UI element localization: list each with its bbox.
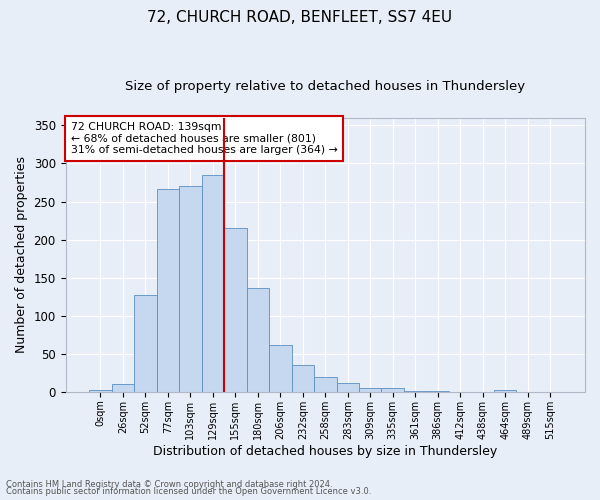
Bar (404, 391, 427, 392)
Bar (224, 228, 247, 392)
Bar (292, 364, 314, 392)
Bar (427, 391, 449, 392)
Text: Contains HM Land Registry data © Crown copyright and database right 2024.: Contains HM Land Registry data © Crown c… (6, 480, 332, 489)
Bar (179, 186, 202, 392)
Text: 72 CHURCH ROAD: 139sqm
← 68% of detached houses are smaller (801)
31% of semi-de: 72 CHURCH ROAD: 139sqm ← 68% of detached… (71, 122, 337, 155)
Y-axis label: Number of detached properties: Number of detached properties (15, 156, 28, 354)
Bar (337, 383, 359, 392)
Bar (314, 376, 337, 392)
Text: 72, CHURCH ROAD, BENFLEET, SS7 4EU: 72, CHURCH ROAD, BENFLEET, SS7 4EU (148, 10, 452, 25)
Text: Contains public sector information licensed under the Open Government Licence v3: Contains public sector information licen… (6, 487, 371, 496)
Bar (112, 384, 134, 392)
Title: Size of property relative to detached houses in Thundersley: Size of property relative to detached ho… (125, 80, 526, 93)
Bar (89, 390, 112, 392)
Bar (202, 175, 224, 392)
Bar (134, 295, 157, 392)
X-axis label: Distribution of detached houses by size in Thundersley: Distribution of detached houses by size … (153, 444, 497, 458)
Bar (157, 188, 179, 392)
Bar (494, 390, 517, 392)
Bar (247, 288, 269, 392)
Bar (269, 346, 292, 392)
Bar (359, 388, 382, 392)
Bar (382, 388, 404, 392)
